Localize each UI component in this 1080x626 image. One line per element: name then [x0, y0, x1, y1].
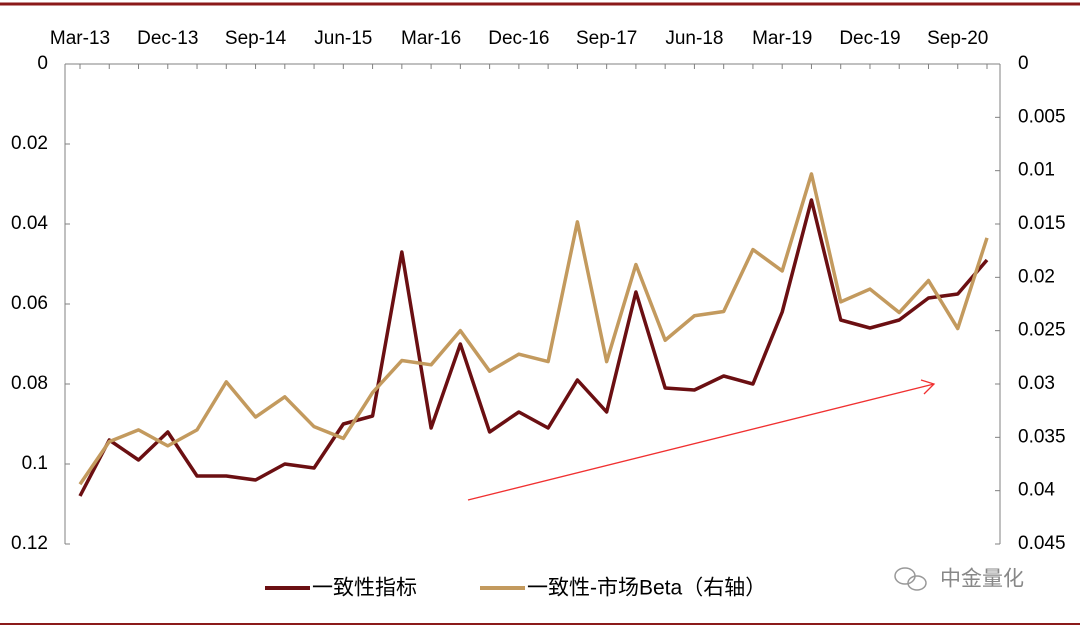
x-tick-label: Mar-13	[50, 28, 110, 49]
watermark-icon	[894, 567, 927, 591]
trend-arrow	[467, 383, 935, 501]
y2-tick-label: 0.01	[1018, 160, 1055, 181]
legend-label: 一致性-市场Beta（右轴）	[527, 577, 766, 600]
x-tick-label: Dec-16	[488, 28, 549, 49]
y-tick-label: 0.02	[11, 133, 48, 154]
y-tick-label: 0.08	[11, 373, 48, 394]
series-line	[78, 172, 989, 486]
y-tick-label: 0.06	[11, 293, 48, 314]
x-tick-label: Dec-13	[137, 28, 198, 49]
y2-tick-label: 0.03	[1018, 373, 1055, 394]
x-tick-label: Jun-18	[665, 28, 723, 49]
y2-tick-label: 0.005	[1018, 106, 1066, 127]
y2-tick-label: 0.04	[1018, 480, 1055, 501]
y-tick-label: 0	[37, 53, 48, 74]
legend-label: 一致性指标	[312, 577, 417, 600]
y2-tick-label: 0.035	[1018, 426, 1066, 447]
y-tick-label: 0.12	[11, 533, 48, 554]
watermark: 中金量化	[940, 568, 1024, 591]
y2-tick-label: 0	[1018, 53, 1029, 74]
x-tick-label: Sep-14	[225, 28, 287, 49]
y2-tick-label: 0.025	[1018, 320, 1066, 341]
x-tick-label: Sep-17	[576, 28, 637, 49]
arrow-head	[920, 379, 936, 395]
x-tick-label: Dec-19	[839, 28, 900, 49]
y2-tick-label: 0.02	[1018, 266, 1055, 287]
y-tick-label: 0.1	[22, 453, 48, 474]
x-tick-label: Sep-20	[927, 28, 988, 49]
series-line	[78, 198, 989, 497]
x-tick-label: Jun-15	[314, 28, 372, 49]
x-tick-label: Mar-16	[401, 28, 461, 49]
y2-tick-label: 0.045	[1018, 533, 1066, 554]
y-tick-label: 0.04	[11, 213, 48, 234]
x-tick-label: Mar-19	[752, 28, 812, 49]
y2-tick-label: 0.015	[1018, 213, 1066, 234]
